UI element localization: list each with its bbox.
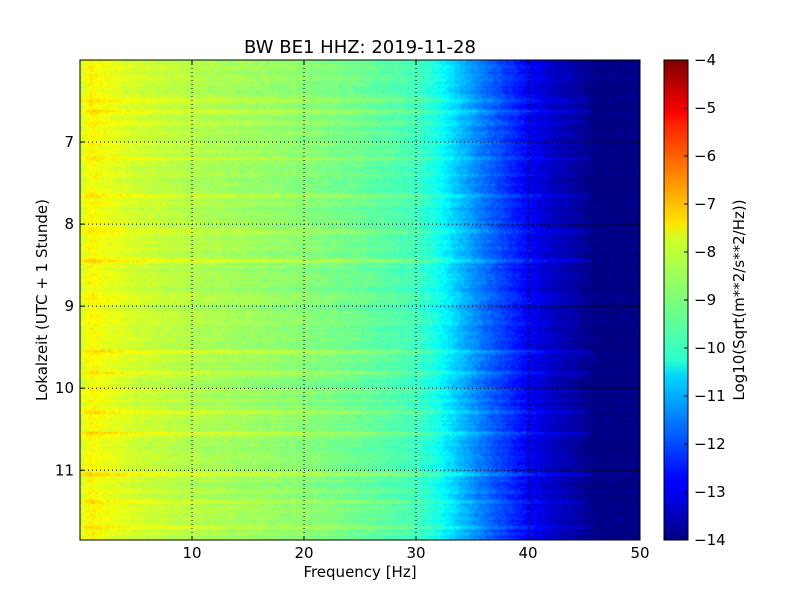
colorbar-tick-label: −10 xyxy=(694,339,726,357)
y-tick-label: 11 xyxy=(55,461,74,479)
colorbar-ticks: −4 −5 −6 −7 −8 −9 −10 −11 −12 −13 −14 xyxy=(684,51,726,549)
colorbar-tick-label: −14 xyxy=(694,531,726,549)
colorbar-label: Log10(Sqrt(m**2/s**2/Hz)) xyxy=(730,199,748,400)
colorbar-tick-label: −13 xyxy=(694,483,726,501)
grid-lines xyxy=(80,60,640,540)
heatmap-layer xyxy=(80,60,640,540)
colorbar-tick-label: −6 xyxy=(694,147,716,165)
chart-title: BW BE1 HHZ: 2019-11-28 xyxy=(244,37,476,58)
colorbar-tick-label: −8 xyxy=(694,243,716,261)
x-axis: 10 20 30 40 50 xyxy=(182,60,650,562)
colorbar-tick-label: −4 xyxy=(694,51,716,69)
plot-frame xyxy=(79,59,641,541)
y-tick-label: 8 xyxy=(64,215,74,233)
colorbar-tick-label: −9 xyxy=(694,291,716,309)
x-tick-label: 30 xyxy=(406,544,425,562)
y-tick-label: 9 xyxy=(64,297,74,315)
colorbar-tick-label: −7 xyxy=(694,195,716,213)
y-axis-label: Lokalzeit (UTC + 1 Stunde) xyxy=(33,199,51,401)
x-tick-label: 20 xyxy=(294,544,313,562)
y-tick-label: 10 xyxy=(55,379,74,397)
colorbar-tick-label: −12 xyxy=(694,435,726,453)
x-tick-label: 40 xyxy=(518,544,537,562)
colorbar-tick-label: −11 xyxy=(694,387,726,405)
x-tick-label: 50 xyxy=(630,544,649,562)
y-axis: 7 8 9 10 11 xyxy=(55,133,640,479)
y-tick-label: 7 xyxy=(64,133,74,151)
spectrogram-heatmap xyxy=(80,60,640,540)
colorbar-tick-label: −5 xyxy=(694,99,716,117)
x-axis-label: Frequency [Hz] xyxy=(303,563,416,581)
x-tick-label: 10 xyxy=(182,544,201,562)
